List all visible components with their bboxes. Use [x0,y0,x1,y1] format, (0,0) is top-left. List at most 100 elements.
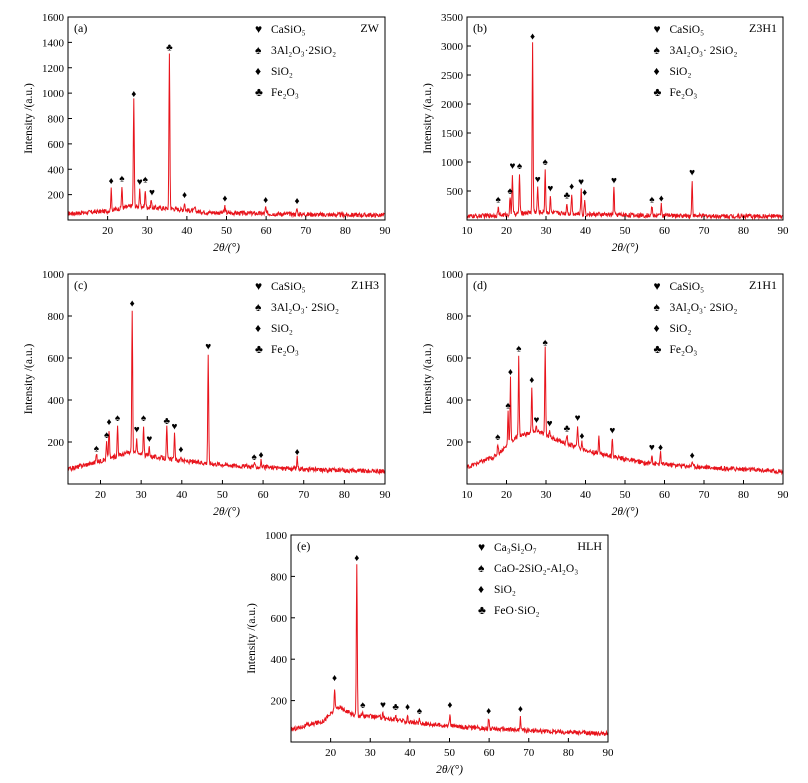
x-tick-label: 40 [176,489,188,501]
legend-symbol-fe2o3-icon: ♣ [653,342,661,356]
legend-symbol-mullite-icon: ♠ [255,300,262,314]
y-axis-label: Intensity /(a.u.) [422,83,434,154]
legend-symbol-casio5-icon: ♥ [255,279,262,293]
legend: ♥ CaSiO₅ ♠ 3Al₂O₃· 2SiO₂ ♦ SiO₂ ♣ Fe₂O₃ [653,22,737,99]
y-tick-label: 400 [48,395,65,407]
peak-marker-mullite-icon: ♠ [496,195,502,206]
legend-symbol-casio5-icon: ♥ [478,540,485,554]
sample-label: Z3H1 [749,21,777,35]
x-tick-label: 50 [444,747,456,759]
legend-symbol-sio2-icon: ♦ [255,321,261,335]
x-tick-label: 80 [738,489,750,501]
xrd-pattern-line [466,42,783,221]
legend-entry: Fe₂O₃ [669,344,697,356]
y-tick-label: 600 [48,353,65,365]
peak-marker-mullite-icon: ♠ [495,432,501,443]
legend-entry: 3Al₂O₃· 2SiO₂ [271,302,339,314]
x-tick-label: 10 [462,225,474,237]
x-axis-label: 2θ/(°) [612,242,639,254]
y-tick-label: 1000 [441,157,464,169]
panel-label: (b) [473,21,487,35]
x-tick-label: 70 [699,489,711,501]
y-axis-label: Intensity /(a.u.) [422,344,434,415]
legend-symbol-fe2o3-icon: ♣ [255,85,263,99]
peak-marker-mullite-icon: ♠ [543,337,549,348]
peak-marker-casio5-icon: ♥ [575,413,581,424]
xrd-pattern-line [67,310,386,476]
legend-symbol-mullite-icon: ♠ [653,43,660,57]
y-tick-label: 400 [48,164,65,176]
peak-marker-mullite-icon: ♠ [94,443,100,454]
peak-marker-sio2-icon: ♦ [508,367,513,378]
y-tick-label: 1500 [441,128,464,140]
peak-marker-casio5-icon: ♥ [509,161,515,172]
legend-entry: 3Al₂O₃·2SiO₂ [271,45,336,57]
x-tick-label: 40 [580,489,592,501]
y-tick-label: 600 [447,353,464,365]
x-tick-label: 50 [221,225,233,237]
y-tick-label: 400 [271,654,288,666]
peak-marker-mullite-icon: ♠ [115,413,121,424]
peak-marker-sio2-icon: ♦ [659,193,664,204]
y-tick-label: 200 [48,190,65,202]
y-tick-label: 1200 [42,63,65,75]
x-tick-label: 60 [484,747,496,759]
y-tick-label: 200 [447,437,464,449]
panel-label: (e) [297,539,310,553]
x-tick-label: 30 [365,747,377,759]
peak-marker-casio5-icon: ♥ [137,177,143,188]
peak-marker-casio5-icon: ♥ [649,442,655,453]
x-tick-label: 20 [102,225,114,237]
peak-marker-mullite-icon: ♠ [417,706,423,717]
peak-marker-sio2-icon: ♦ [182,190,187,201]
x-tick-label: 80 [738,225,750,237]
peak-marker-sio2-icon: ♦ [529,375,534,386]
y-tick-label: 800 [447,311,464,323]
legend-entry: CaSiO₅ [271,281,306,293]
y-tick-label: 2000 [441,99,464,111]
legend-entry: Fe₂O₃ [669,87,697,99]
peak-marker-mullite-icon: ♠ [119,173,125,184]
x-axis-label: 2θ/(°) [213,242,240,254]
legend: ♥ CaSiO₅ ♠ 3Al₂O₃· 2SiO₂ ♦ SiO₂ ♣ Fe₂O₃ [653,279,737,356]
peak-marker-mullite-icon: ♠ [505,400,511,411]
peak-marker-sio2-icon: ♦ [486,706,491,717]
legend-entry: 3Al₂O₃· 2SiO₂ [669,302,737,314]
peak-marker-sio2-icon: ♦ [294,196,299,207]
legend-entry: Fe₂O₃ [271,87,299,99]
peak-marker-sio2-icon: ♦ [354,553,359,564]
legend-entry: CaSiO₅ [669,281,704,293]
x-tick-label: 50 [217,489,229,501]
legend: ♥ CaSiO₅ ♠ 3Al₂O₃·2SiO₂ ♦ SiO₂ ♣ Fe₂O₃ [255,22,336,99]
x-tick-label: 80 [340,225,352,237]
peak-marker-sio2-icon: ♦ [131,89,136,100]
x-tick-label: 80 [563,747,575,759]
x-tick-label: 50 [620,225,632,237]
peak-marker-fe2o3-icon: ♣ [392,702,399,713]
legend-entry: Fe₂O₃ [271,344,299,356]
legend-symbol-sio2-icon: ♦ [255,64,261,78]
peak-marker-casio5-icon: ♥ [172,421,178,432]
legend-symbol-mullite-icon: ♠ [653,300,660,314]
x-tick-label: 80 [339,489,351,501]
legend-entry: CaSiO₅ [669,24,704,36]
y-tick-label: 1000 [265,530,288,542]
x-tick-label: 90 [778,225,790,237]
legend-entry: SiO₂ [669,323,691,335]
peak-marker-sio2-icon: ♦ [332,673,337,684]
legend: ♥ Ca₃Si₂O₇ ♠ CaO-2SiO₂-Al₂O₃ ♦ SiO₂ ♣ FeO·SiO₂ [478,540,578,617]
chart-panel-zw: 20 30 40 50 60 70 80 90 200 400 600 800 1000 1200 1400… [23,12,391,254]
legend-symbol-sio2-icon: ♦ [478,582,484,596]
legend: ♥ CaSiO₅ ♠ 3Al₂O₃· 2SiO₂ ♦ SiO₂ ♣ Fe₂O₃ [255,279,339,356]
peak-marker-mullite-icon: ♠ [360,700,366,711]
peak-marker-sio2-icon: ♦ [569,181,574,192]
peak-marker-casio5-icon: ♥ [609,426,615,437]
peak-marker-mullite-icon: ♠ [141,413,147,424]
x-tick-label: 10 [462,489,474,501]
x-tick-label: 70 [523,747,535,759]
y-axis-label: Intensity /(a.u.) [23,83,35,154]
legend-entry: SiO₂ [669,66,691,78]
peak-marker-mullite-icon: ♠ [143,175,149,186]
chart-panel-hlh: 20 30 40 50 60 70 80 90 200 400 600 800 1000 2θ/(°) In… [246,530,614,776]
